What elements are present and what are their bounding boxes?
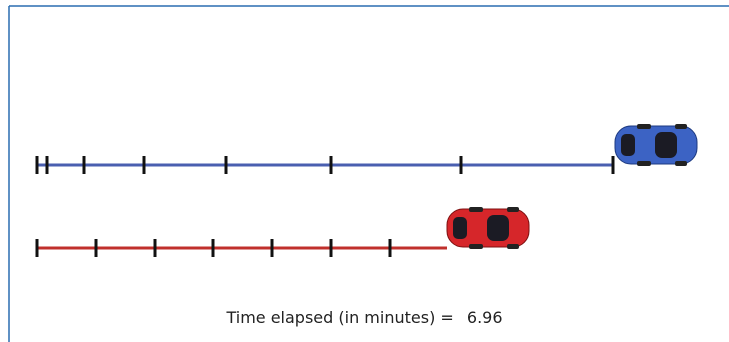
red-car [447,207,529,249]
readout-value: 6.96 [467,308,503,327]
time-readout: Time elapsed (in minutes) = 6.96 [0,308,729,327]
simulation: Time elapsed (in minutes) = 6.96 [0,0,729,342]
scene [0,0,729,342]
readout-label: Time elapsed (in minutes) = [226,308,453,327]
blue-track [37,156,613,174]
blue-car [615,124,697,166]
red-track [37,239,447,257]
